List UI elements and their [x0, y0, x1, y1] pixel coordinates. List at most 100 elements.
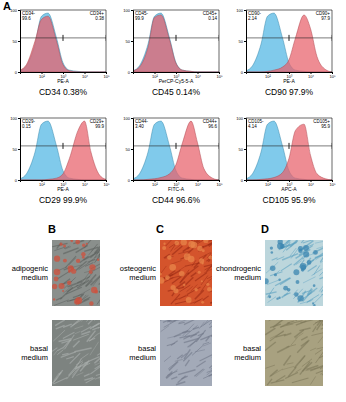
axis-line [244, 119, 247, 181]
histogram-area [20, 121, 106, 180]
histogram-area [133, 15, 219, 72]
tick-label: 0 [241, 70, 244, 75]
histogram-area [20, 121, 106, 180]
x-axis-title: PerCP-Cy5-5-A [159, 78, 194, 84]
gate-label: CD34-99.6 [22, 11, 36, 21]
micrograph [160, 320, 212, 386]
chart-title: CD34 0.38% [39, 87, 88, 97]
image-panel: Costeogenicmediumbasalmedium [120, 223, 225, 386]
tick: 50 [239, 147, 246, 152]
tick-label: 100 [236, 116, 243, 121]
tick: 100 [236, 116, 246, 121]
gate-value: 99.9 [95, 124, 104, 129]
tick-label: 50 [239, 147, 244, 152]
y-axis: 0 50 100 [123, 116, 133, 183]
tick-label: 10⁴ [308, 182, 314, 187]
y-axis: 050100 [236, 8, 246, 75]
tick-mark [244, 41, 246, 42]
gate-label: CD29-0.15 [22, 119, 36, 129]
plot-area [133, 121, 219, 180]
tick-label: 10⁵ [103, 74, 109, 79]
tick-label: 10⁴ [195, 182, 201, 187]
tick-mark [131, 72, 133, 73]
tick-label: 10⁴ [82, 74, 88, 79]
chart-title: CD29 99.9% [39, 195, 88, 205]
micrograph [52, 320, 100, 386]
gate [20, 35, 63, 41]
plot-frame [20, 118, 106, 180]
gate [289, 35, 332, 41]
tick-label: 0 [128, 178, 131, 183]
image-label: osteogenicmedium [120, 264, 157, 282]
panel-label: D [261, 223, 269, 235]
tick: 50 [239, 39, 246, 44]
axis-line [244, 11, 247, 73]
histogram: CD105-4.14CD105+95.910²10³10⁴10⁵050100AP… [236, 116, 336, 205]
tick-mark [244, 118, 246, 119]
tick-mark [244, 10, 246, 11]
micrograph [52, 240, 100, 306]
gate-value: 0.38 [95, 16, 104, 21]
tick: 10⁴ [195, 180, 201, 187]
tick-mark [244, 72, 246, 73]
tick-label: 10² [39, 182, 45, 187]
tick-label: 10⁵ [103, 182, 109, 187]
histogram: CD90-2.14CD90+97.910²10³10⁴10⁵050100PE-A… [236, 8, 336, 97]
y-axis: 050100 [10, 8, 20, 75]
tick-label: 10⁵ [329, 182, 335, 187]
tick-label: 0 [15, 70, 18, 75]
micrograph [265, 320, 323, 386]
tick-label: 10⁴ [82, 182, 88, 187]
gate [133, 143, 176, 149]
tick-label: 50 [239, 39, 244, 44]
image-panel: Badipogenicmediumbasalmedium [12, 223, 114, 386]
chart-title: CD90 97.9% [265, 87, 314, 97]
tick: 10² [152, 72, 158, 79]
tick: 100 [10, 116, 20, 121]
tick: 0 [15, 178, 20, 183]
micrograph [160, 240, 212, 306]
tick-label: 50 [126, 147, 131, 152]
tick-mark [131, 10, 133, 11]
x-axis-title: PE-A [283, 78, 295, 84]
image-label: adipogenicmedium [12, 264, 49, 282]
tick-mark [18, 72, 20, 73]
tick: 10⁵ [329, 72, 335, 79]
gate-value: 2.14 [248, 16, 257, 21]
figure: ACD34-99.6CD34+0.3810²10³10⁴10⁵050100PE-… [0, 0, 346, 402]
tick: 10⁵ [216, 72, 222, 79]
histogram: CD44-3.40CD44+96.610²10³10⁴10⁵050100FITC… [123, 116, 223, 205]
tick-mark [18, 10, 20, 11]
histogram-area [20, 13, 106, 72]
tick-label: 10⁵ [216, 182, 222, 187]
tick: 10⁴ [308, 180, 314, 187]
tick-label: 100 [123, 116, 130, 121]
x-axis-title: PE-A [57, 186, 69, 192]
tick: 0 [241, 70, 246, 75]
tick: 10⁴ [195, 72, 201, 79]
panel-label: B [48, 223, 56, 235]
x-axis-title: APC-A [281, 186, 297, 192]
tick-label: 10⁴ [308, 74, 314, 79]
gate-value: 99.9 [135, 16, 144, 21]
tick: 10⁵ [329, 180, 335, 187]
histogram: CD34-99.6CD34+0.3810²10³10⁴10⁵050100PE-A… [10, 8, 110, 97]
tick-mark [131, 118, 133, 119]
tick-label: 0 [15, 178, 18, 183]
gate [176, 35, 219, 41]
y-axis: 050100 [10, 116, 20, 183]
tick-label: 0 [241, 178, 244, 183]
tick-mark [131, 41, 133, 42]
histogram-area [246, 13, 332, 72]
tick-mark [18, 118, 20, 119]
plot-frame [133, 10, 219, 72]
histogram-area [20, 16, 106, 72]
tick: 100 [10, 8, 20, 13]
histogram: CD29-0.15CD29+99.910²10³10⁴10⁵050100PE-A… [10, 116, 110, 205]
tick-label: 10² [152, 74, 158, 79]
tick: 10⁴ [308, 72, 314, 79]
gate [289, 143, 332, 149]
gate-value: 95.9 [321, 124, 330, 129]
tick-mark [244, 180, 246, 181]
tick: 10⁵ [103, 72, 109, 79]
